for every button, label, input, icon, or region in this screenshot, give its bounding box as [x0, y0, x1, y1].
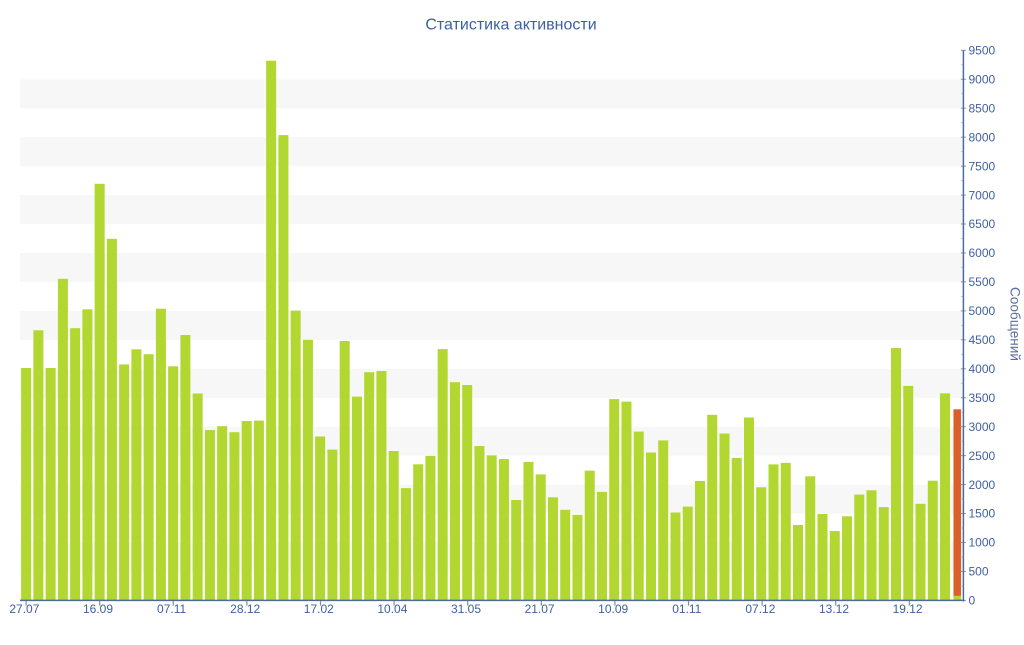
- svg-text:01.11: 01.11: [672, 602, 701, 616]
- svg-text:27.07: 27.07: [9, 602, 39, 616]
- svg-text:7000: 7000: [969, 188, 996, 202]
- svg-text:1000: 1000: [969, 536, 996, 550]
- svg-text:8000: 8000: [969, 130, 996, 144]
- svg-text:5000: 5000: [969, 304, 996, 318]
- svg-text:5500: 5500: [969, 275, 996, 289]
- svg-text:3000: 3000: [969, 420, 996, 434]
- svg-text:8500: 8500: [969, 101, 996, 115]
- svg-text:10.09: 10.09: [598, 602, 628, 616]
- svg-text:2000: 2000: [969, 478, 996, 492]
- svg-text:9000: 9000: [969, 73, 996, 87]
- svg-text:Статистика активности: Статистика активности: [425, 17, 596, 34]
- svg-text:21.07: 21.07: [525, 602, 555, 616]
- svg-text:28.12: 28.12: [230, 602, 260, 616]
- svg-text:9500: 9500: [969, 44, 996, 58]
- svg-text:16.09: 16.09: [83, 602, 113, 616]
- svg-text:31.05: 31.05: [451, 602, 481, 616]
- svg-text:17.02: 17.02: [304, 602, 334, 616]
- svg-text:6500: 6500: [969, 217, 996, 231]
- svg-text:07.11: 07.11: [157, 602, 186, 616]
- svg-text:19.12: 19.12: [893, 602, 923, 616]
- svg-text:2500: 2500: [969, 449, 996, 463]
- svg-text:13.12: 13.12: [819, 602, 849, 616]
- svg-text:500: 500: [969, 565, 989, 579]
- svg-text:6000: 6000: [969, 246, 996, 260]
- svg-text:4500: 4500: [969, 333, 996, 347]
- svg-text:4000: 4000: [969, 362, 996, 376]
- svg-text:10.04: 10.04: [377, 602, 407, 616]
- svg-text:07.12: 07.12: [745, 602, 775, 616]
- svg-text:Сообщений: Сообщений: [1008, 287, 1023, 361]
- svg-text:1500: 1500: [969, 507, 996, 521]
- svg-text:0: 0: [969, 594, 976, 608]
- svg-text:7500: 7500: [969, 159, 996, 173]
- svg-text:3500: 3500: [969, 391, 996, 405]
